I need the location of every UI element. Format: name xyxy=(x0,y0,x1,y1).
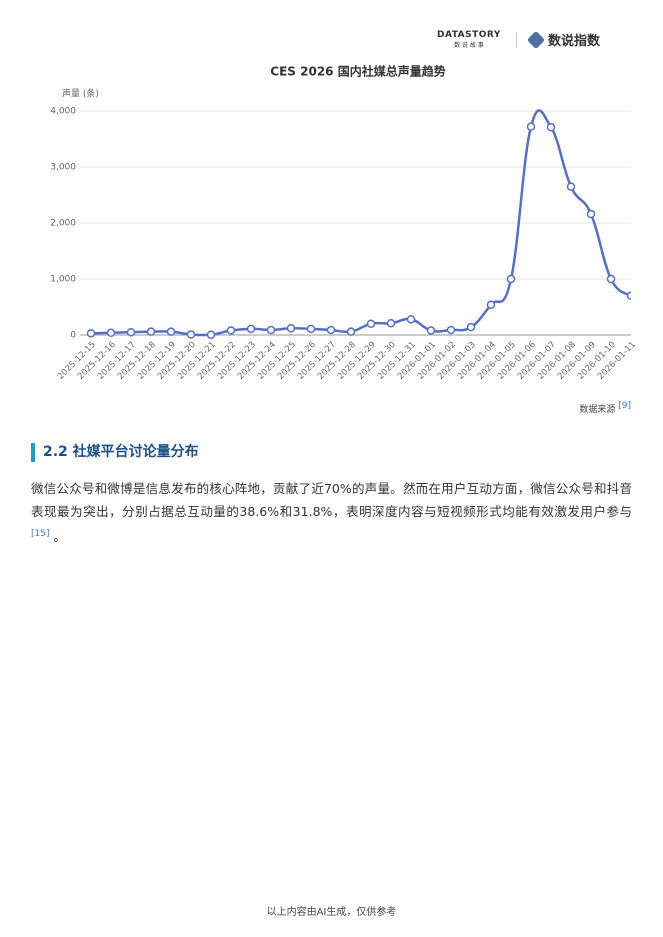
index-logo: 数说指数 xyxy=(526,30,601,49)
point xyxy=(266,325,276,335)
point xyxy=(186,330,196,339)
index-name: 数说指数 xyxy=(548,34,601,49)
paragraph-end: 。 xyxy=(53,529,66,545)
brand-en: DATASTORY xyxy=(437,30,501,40)
source: 数据来源 [9] xyxy=(579,401,631,415)
point xyxy=(386,318,396,328)
y-axis-label: 声量 (条) xyxy=(62,88,99,100)
y-tick-label: 2,000 xyxy=(50,219,76,229)
point xyxy=(126,327,136,337)
point xyxy=(466,322,476,332)
point xyxy=(546,122,556,132)
point xyxy=(206,330,216,339)
plot xyxy=(86,109,631,339)
point xyxy=(406,315,416,324)
paragraph-text: 微信公众号和微博是信息发布的核心阵地，贡献了近70%的声量。然而在用户互动方面，… xyxy=(31,481,632,519)
source-text: 数据来源 xyxy=(579,405,616,415)
chart-title: CES 2026 国内社媒总声量趋势 xyxy=(270,64,445,79)
source-citation: [9] xyxy=(618,401,631,411)
brand-logo: DATASTORY 数 说 故 事 xyxy=(437,30,501,49)
point xyxy=(626,291,631,301)
y-tick-label: 4,000 xyxy=(50,107,76,117)
point xyxy=(346,327,356,336)
point xyxy=(286,324,296,333)
section-heading: 2.2 社媒平台讨论量分布 xyxy=(31,443,199,462)
point xyxy=(146,327,156,336)
point xyxy=(366,319,376,329)
point xyxy=(526,122,536,131)
logo-icon xyxy=(526,30,546,49)
y-tick-label: 3,000 xyxy=(50,163,76,173)
y-tick-label: 1,000 xyxy=(50,275,76,285)
point xyxy=(486,300,496,310)
point xyxy=(226,326,236,335)
paragraph: 微信公众号和微博是信息发布的核心阵地，贡献了近70%的声量。然而在用户互动方面，… xyxy=(31,477,632,548)
brand-cn: 数 说 故 事 xyxy=(454,42,484,49)
divider xyxy=(516,32,517,48)
point xyxy=(166,327,176,336)
point xyxy=(106,328,116,338)
chart: CES 2026 国内社媒总声量趋势 声量 (条) 0 1,000 2,000 3,0… xyxy=(50,64,638,382)
paragraph-citation: [15] xyxy=(31,529,50,539)
point xyxy=(506,274,516,284)
point xyxy=(586,209,596,219)
point xyxy=(426,326,436,335)
point xyxy=(306,324,316,334)
y-tick-label: 0 xyxy=(70,331,76,341)
point xyxy=(246,324,256,334)
point xyxy=(86,329,96,338)
point xyxy=(606,274,616,284)
point xyxy=(326,325,336,335)
point xyxy=(446,325,456,335)
footer: 以上内容由AI生成，仅供参考 xyxy=(266,907,397,918)
point xyxy=(566,182,576,191)
